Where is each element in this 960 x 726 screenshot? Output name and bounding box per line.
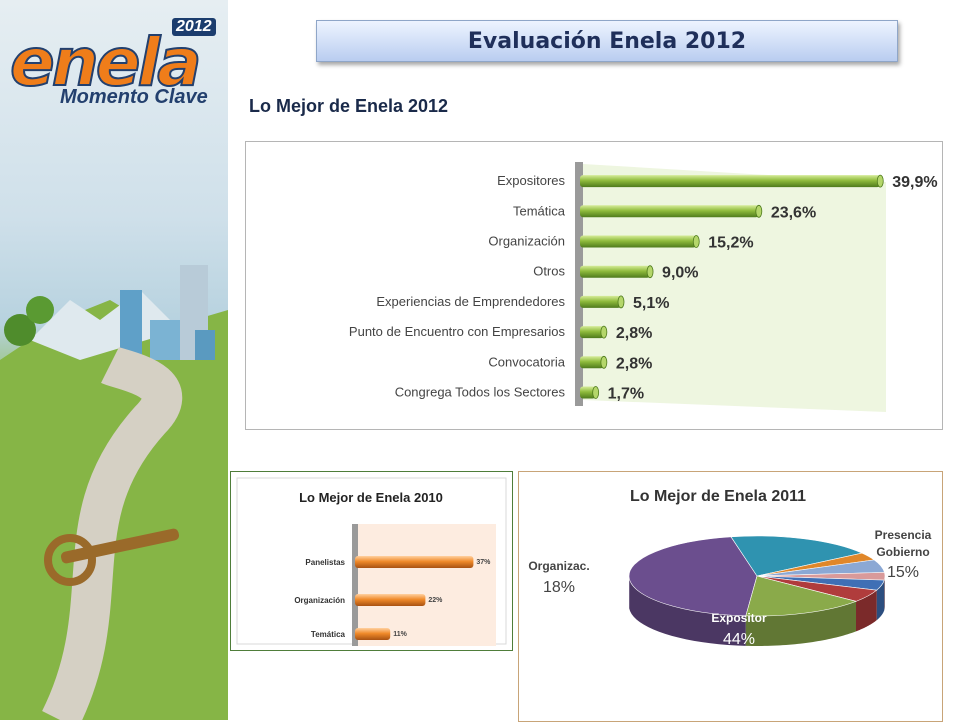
chart-title: Lo Mejor de Enela 2010 <box>299 490 443 505</box>
data-label: 1,7% <box>608 386 644 403</box>
data-label: 15,2% <box>708 235 753 252</box>
pie-chart-2011: Lo Mejor de Enela 2011 Expositor 44% Organi… <box>528 488 932 648</box>
slice-value-expositor: 44% <box>723 631 755 648</box>
category-label: Panelistas <box>305 558 345 567</box>
bar <box>580 205 759 218</box>
data-label: 11% <box>393 631 407 638</box>
plot-axis-wall <box>352 524 358 646</box>
bar-cap <box>600 325 608 339</box>
category-label: Organización <box>294 596 345 605</box>
bar <box>355 594 426 606</box>
bar <box>580 386 596 399</box>
slice-value-organizac: 18% <box>543 579 575 596</box>
bar-cap <box>692 235 700 248</box>
category-label: Convocatoria <box>488 354 565 369</box>
section-title: Lo Mejor de Enela 2012 <box>249 96 449 116</box>
data-label: 22% <box>428 597 443 604</box>
bar <box>355 628 391 640</box>
logo-tagline: Momento Clave <box>60 86 208 108</box>
bar-cap <box>617 295 625 309</box>
category-label: Temática <box>513 203 566 218</box>
logo-wordmark: enela <box>9 23 203 102</box>
data-label: 5,1% <box>633 295 669 312</box>
bar <box>580 295 621 308</box>
pie-slice-side <box>745 601 857 646</box>
pie-slice-side <box>884 576 885 611</box>
bar-cap <box>755 204 763 218</box>
chart-2010-frame: Lo Mejor de Enela 2010 Panelistas 37% Organ… <box>230 471 513 651</box>
pie-slice-side <box>876 580 885 621</box>
bar-chart-2010: Lo Mejor de Enela 2010 Panelistas 37% Organ… <box>236 477 507 646</box>
plot-axis-wall <box>575 162 583 406</box>
chart-2011-frame: Lo Mejor de Enela 2011 Expositor 44% Organi… <box>518 471 943 722</box>
page-title: Evaluación Enela 2012 <box>467 28 747 54</box>
slice-value-presencia: 15% <box>887 564 919 581</box>
sidebar-banner: enela 2012 Momento Clave <box>0 0 228 720</box>
title-banner: Evaluación Enela 2012 <box>316 20 898 62</box>
plot-backwall <box>583 164 886 412</box>
data-label: 37% <box>476 559 491 566</box>
slice-label-organizac: Organizac. <box>528 559 589 573</box>
bar-cap <box>646 265 654 279</box>
data-label: 39,9% <box>892 174 937 191</box>
pie-slice-side <box>629 578 746 646</box>
chart-title: Lo Mejor de Enela 2011 <box>630 488 806 505</box>
bar-cap <box>600 355 608 369</box>
bar <box>580 326 604 339</box>
bar <box>580 265 651 278</box>
bar <box>580 235 697 248</box>
slice-label-gobierno: Gobierno <box>876 545 929 559</box>
category-label: Temática <box>311 630 346 639</box>
category-label: Congrega Todos los Sectores <box>395 385 566 400</box>
bar-chart-2012: Expositores 39,9% Temática 23,6% Organizació… <box>349 162 938 412</box>
slice-label-presencia: Presencia <box>875 528 932 542</box>
pie-slice <box>628 536 758 617</box>
data-label: 23,6% <box>771 204 816 221</box>
data-label: 2,8% <box>616 325 652 342</box>
category-label: Expositores <box>497 173 565 188</box>
pie-slice-side <box>856 590 877 632</box>
category-label: Otros <box>533 264 565 279</box>
data-label: 2,8% <box>616 355 652 372</box>
category-label: Experiencias de Emprendedores <box>376 294 565 309</box>
category-label: Punto de Encuentro con Empresarios <box>349 324 566 339</box>
data-label: 9,0% <box>662 265 698 282</box>
slice-label-expositor: Expositor <box>711 611 767 625</box>
logo-year: 2012 <box>172 18 216 36</box>
bar-cap <box>592 386 600 399</box>
pie-slice <box>745 575 857 617</box>
bar-cap <box>876 174 884 188</box>
bar <box>580 175 881 188</box>
category-label: Organización <box>488 234 565 249</box>
landscape-illustration <box>0 265 228 720</box>
pie-slice <box>730 535 863 577</box>
bar <box>355 556 474 568</box>
chart-2012-frame: Expositores 39,9% Temática 23,6% Organizació… <box>245 141 943 430</box>
plot-backwall <box>358 524 496 646</box>
bar <box>580 356 604 369</box>
